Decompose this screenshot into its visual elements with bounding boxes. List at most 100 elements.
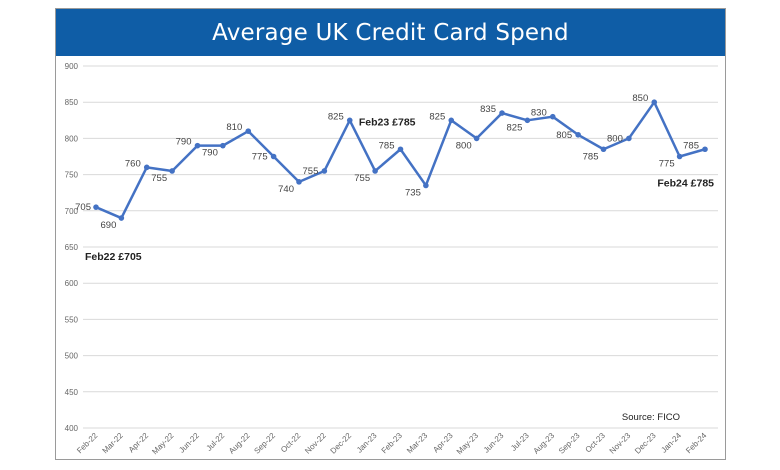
y-tick-label: 500: [65, 352, 79, 361]
data-point: [397, 146, 404, 153]
data-point: [651, 99, 658, 105]
data-label: 690: [101, 220, 117, 231]
data-point: [524, 117, 531, 124]
data-point: [372, 168, 378, 174]
annotation-label: Feb23 £785: [359, 116, 416, 128]
data-label: 775: [252, 152, 268, 163]
data-point: [575, 131, 581, 138]
y-tick-label: 550: [65, 315, 79, 324]
data-label: 830: [531, 108, 547, 119]
x-tick-label: Feb-23: [380, 431, 405, 456]
y-tick-label: 800: [65, 134, 79, 143]
x-tick-label: Jul-23: [509, 431, 531, 453]
data-label: 785: [583, 151, 599, 162]
x-tick-label: Sep-23: [557, 431, 582, 456]
data-point: [549, 113, 556, 120]
data-label-layer: 705 690 760 755 790 790 810 775 740 755 825 755 785 7…: [75, 93, 699, 231]
y-axis: 400 450 500 550 600 650 700 750 800 850 900: [65, 62, 79, 433]
x-tick-label: May-22: [150, 431, 176, 457]
x-axis: Feb-22 Mar-22 Apr-22 May-22 Jun-22 Jul-22 Aug-…: [75, 431, 709, 457]
data-point: [270, 153, 277, 160]
data-point: [118, 215, 125, 221]
x-tick-label: Mar-23: [405, 431, 430, 456]
data-label: 790: [176, 137, 192, 148]
data-point: [423, 182, 429, 189]
source-note: Source: FICO: [622, 412, 680, 423]
x-tick-label: Apr-23: [431, 431, 455, 455]
x-tick-label: Nov-23: [608, 431, 633, 456]
chart-title: Average UK Credit Card Spend: [212, 19, 569, 46]
y-tick-label: 750: [65, 171, 79, 180]
data-point: [626, 135, 632, 142]
x-tick-label: Oct-23: [584, 431, 608, 455]
grid-layer: [83, 65, 718, 429]
data-point-layer: [93, 99, 708, 221]
data-label: 775: [659, 159, 675, 170]
x-tick-label: Jan-24: [659, 431, 683, 455]
data-point: [346, 117, 353, 124]
x-tick-label: Sep-22: [252, 431, 277, 456]
data-label: 825: [507, 122, 523, 133]
data-point: [220, 142, 226, 149]
data-point: [143, 164, 150, 171]
data-label: 800: [456, 140, 472, 151]
data-label: 850: [632, 93, 648, 104]
x-tick-label: Apr-22: [127, 431, 151, 455]
data-point: [296, 179, 302, 185]
x-tick-label: Jun-22: [177, 431, 201, 455]
annotation-label: Feb24 £785: [657, 177, 714, 189]
data-label: 755: [303, 166, 319, 177]
data-label: 800: [607, 133, 623, 144]
data-label: 835: [480, 104, 496, 115]
data-label: 785: [683, 140, 699, 151]
x-tick-label: Dec-23: [633, 431, 658, 456]
x-tick-label: Feb-22: [75, 431, 100, 456]
x-tick-label: Nov-22: [303, 431, 328, 456]
data-point: [194, 142, 201, 149]
title-bar: Average UK Credit Card Spend: [56, 9, 725, 56]
y-tick-label: 850: [65, 98, 79, 107]
data-label: 790: [202, 148, 218, 159]
data-label: 825: [328, 111, 344, 122]
data-label: 705: [75, 202, 91, 213]
y-tick-label: 400: [65, 424, 79, 433]
data-point: [321, 168, 328, 174]
data-point: [245, 128, 252, 134]
data-label: 735: [405, 187, 421, 198]
annotation-label: Feb22 £705: [85, 251, 142, 263]
data-point: [702, 146, 708, 153]
data-label: 810: [226, 122, 242, 133]
data-point: [169, 168, 175, 174]
data-point: [600, 146, 607, 153]
y-tick-label: 600: [65, 279, 79, 288]
x-tick-label: Feb-24: [684, 431, 709, 456]
y-tick-label: 450: [65, 388, 79, 397]
data-label: 805: [556, 130, 572, 141]
data-point: [93, 204, 99, 210]
data-point: [448, 117, 455, 124]
data-label: 760: [125, 158, 141, 169]
x-tick-label: Aug-23: [532, 431, 557, 456]
x-tick-label: Jun-23: [482, 431, 506, 455]
x-tick-label: Oct-22: [279, 431, 303, 455]
x-tick-label: Jan-23: [355, 431, 379, 455]
x-tick-label: Dec-22: [329, 431, 354, 456]
data-label: 825: [429, 111, 445, 122]
data-point: [473, 135, 480, 142]
x-tick-label: Mar-22: [101, 431, 126, 456]
data-label: 755: [354, 173, 370, 184]
data-point: [499, 110, 505, 116]
y-tick-label: 700: [65, 207, 79, 216]
data-label: 785: [379, 140, 395, 151]
data-label: 740: [278, 184, 294, 195]
data-point: [676, 153, 683, 160]
y-tick-label: 900: [65, 62, 79, 71]
y-tick-label: 650: [65, 243, 79, 252]
annotation-layer: Feb22 £705 Feb23 £785 Feb24 £785: [85, 116, 714, 263]
x-tick-label: Jul-22: [205, 431, 227, 453]
data-label: 755: [151, 173, 167, 184]
x-tick-label: Aug-22: [227, 431, 252, 456]
x-tick-label: May-23: [455, 431, 481, 457]
chart-frame: Average UK Credit Card Spend: [55, 8, 726, 460]
